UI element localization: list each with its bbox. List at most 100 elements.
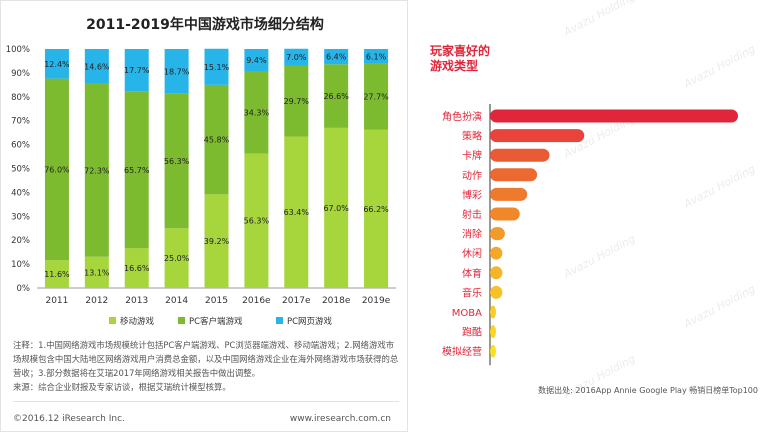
bar-segment — [204, 48, 229, 85]
legend-label: PC客户端游戏 — [189, 316, 243, 327]
data-label: 9.4% — [246, 56, 267, 65]
category-label: 消除 — [462, 228, 482, 241]
data-label: 45.8% — [204, 136, 230, 145]
copyright-text: ©2016.12 iResearch Inc. — [13, 414, 125, 424]
bar — [490, 187, 528, 201]
bar-segment — [164, 49, 189, 94]
game-type-panel: Avazu Holding Avazu Holding Avazu Holdin… — [410, 0, 766, 432]
data-label: 27.7% — [363, 93, 389, 102]
legend-label: 移动游戏 — [120, 316, 155, 327]
bar — [490, 325, 496, 339]
bar-segment — [124, 248, 149, 288]
footnote: 注释：1.中国网络游戏市场规模统计包括PC客户端游戏、PC浏览器端游戏、移动端游… — [13, 338, 399, 394]
legend-label: PC网页游戏 — [287, 316, 333, 327]
data-label: 6.1% — [366, 52, 387, 61]
y-tick-label: 100% — [6, 45, 30, 55]
data-label: 65.7% — [124, 166, 150, 175]
bar-segment — [204, 194, 229, 288]
data-label: 6.4% — [326, 53, 347, 62]
bar-segment — [244, 153, 269, 288]
data-label: 34.3% — [244, 108, 270, 117]
data-label: 63.4% — [284, 208, 310, 217]
bar — [490, 129, 585, 143]
bar-segment — [84, 256, 109, 288]
category-label: MOBA — [452, 308, 482, 319]
x-tick-label: 2018e — [322, 296, 351, 306]
bar — [490, 344, 496, 358]
bar-segment — [44, 78, 69, 261]
footer-divider — [13, 401, 399, 402]
footnote-text-2: 来源：综合企业财报及专家访谈，根据艾瑞统计模型核算。 — [13, 382, 231, 392]
data-label: 17.7% — [124, 66, 150, 75]
ranking-title: 玩家喜好的 游戏类型 — [430, 44, 510, 74]
bar — [490, 285, 503, 299]
category-label: 跑酷 — [462, 326, 482, 339]
y-tick-label: 90% — [11, 69, 30, 79]
x-tick-label: 2014 — [165, 296, 188, 306]
bar-segment — [84, 49, 109, 84]
legend-swatch — [178, 317, 185, 324]
x-tick-label: 2015 — [205, 296, 228, 306]
source-note: 数据出处: 2016App Annie Google Play 畅销日榜单Top… — [538, 386, 758, 395]
bar — [490, 168, 538, 182]
bar-segment — [244, 49, 269, 72]
y-tick-label: 40% — [11, 188, 30, 198]
category-label: 音乐 — [462, 286, 482, 299]
category-label: 角色扮演 — [442, 110, 482, 123]
y-tick-label: 80% — [11, 93, 30, 103]
data-label: 13.1% — [84, 268, 110, 277]
category-label: 动作 — [462, 170, 482, 182]
bar-segment — [124, 91, 149, 249]
bar — [490, 148, 550, 162]
data-label: 56.3% — [244, 217, 270, 226]
bar-segment — [244, 71, 269, 154]
legend-swatch — [109, 317, 116, 324]
bar-segment — [164, 228, 189, 288]
category-label: 射击 — [462, 209, 482, 221]
bar — [490, 305, 496, 319]
data-label: 72.3% — [84, 166, 110, 175]
y-tick-label: 60% — [11, 141, 30, 151]
bar-segment — [204, 84, 229, 195]
bar — [490, 207, 520, 221]
data-label: 16.6% — [124, 264, 150, 273]
bar-segment — [44, 260, 69, 288]
ranking-title-line1: 玩家喜好的 — [430, 44, 491, 58]
bar-segment — [324, 127, 349, 289]
legend-swatch — [276, 317, 283, 324]
website-link[interactable]: www.iresearch.com.cn — [289, 414, 391, 424]
data-label: 25.0% — [164, 254, 190, 263]
bar-segment — [364, 63, 389, 130]
bar — [490, 227, 505, 241]
y-tick-label: 10% — [11, 260, 30, 270]
category-label: 体育 — [462, 267, 482, 280]
bar-segment — [124, 49, 149, 92]
category-label: 卡牌 — [462, 149, 482, 162]
x-tick-label: 2011 — [45, 296, 68, 306]
data-label: 7.0% — [286, 53, 307, 62]
data-label: 29.7% — [284, 97, 310, 106]
y-tick-label: 30% — [11, 212, 30, 222]
x-tick-label: 2013 — [125, 296, 148, 306]
y-tick-label: 20% — [11, 236, 30, 246]
footnote-text-1: 注释：1.中国网络游戏市场规模统计包括PC客户端游戏、PC浏览器端游戏、移动端游… — [13, 340, 399, 378]
bar-segment — [284, 48, 309, 66]
x-tick-label: 2017e — [282, 296, 311, 306]
stacked-bar-chart: 0% 10% 20% 30% 40% 50% 60% 70% 80% 90% 100% 11.6% 76… — [6, 45, 396, 327]
bar — [490, 109, 738, 123]
ranking-title-line2: 游戏类型 — [430, 59, 479, 73]
y-tick-label: 50% — [11, 165, 30, 175]
data-label: 67.0% — [323, 204, 349, 213]
data-label: 66.2% — [363, 205, 389, 214]
x-tick-label: 2016e — [242, 296, 271, 306]
bar-segment — [324, 49, 349, 65]
bar — [490, 246, 503, 260]
category-label: 休闲 — [462, 247, 482, 260]
category-label: 博彩 — [462, 188, 482, 201]
data-label: 11.6% — [44, 270, 70, 279]
bar-segment — [284, 65, 309, 137]
bar-segment — [364, 129, 389, 288]
data-label: 15.1% — [204, 63, 230, 72]
x-tick-label: 2019e — [362, 296, 391, 306]
bar-segment — [84, 83, 109, 257]
